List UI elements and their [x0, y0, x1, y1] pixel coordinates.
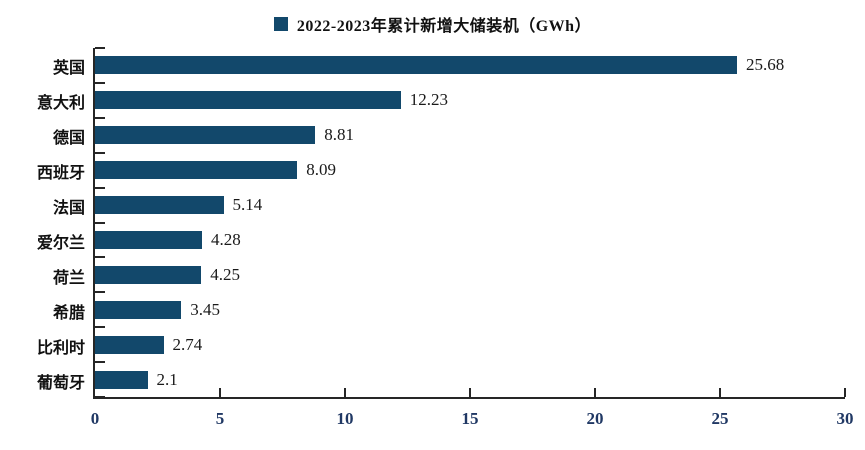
category-label: 比利时 — [36, 340, 85, 358]
bar-value-label: 8.81 — [324, 125, 354, 145]
bar — [95, 230, 202, 249]
x-axis-tick — [719, 388, 721, 397]
category-label: 德国 — [52, 129, 85, 147]
x-axis-label: 0 — [90, 409, 100, 428]
bar-row: 8.81 — [95, 118, 845, 153]
bar-row: 8.09 — [95, 153, 845, 188]
x-axis-tick — [593, 388, 596, 397]
bar — [95, 196, 224, 215]
y-axis-tick — [95, 221, 105, 224]
x-axis-tick — [218, 388, 221, 397]
bar-row: 25.68 — [95, 48, 845, 83]
y-axis-tick — [95, 291, 105, 294]
chart-legend: 2022-2023年累计新增大储装机（GWh） — [0, 0, 865, 38]
legend-label: 2022-2023年累计新增大储装机（GWh） — [296, 18, 592, 35]
bar — [95, 335, 164, 354]
legend-swatch-icon — [273, 17, 288, 31]
bar-rows: 25.68 12.23 8.81 8.09 5.14 4.28 4.25 3.45 2.74 2.… — [95, 48, 845, 397]
bar-value-label: 3.45 — [190, 299, 220, 319]
bar — [95, 370, 148, 389]
category-label: 法国 — [52, 199, 85, 217]
bar-value-label: 4.25 — [210, 264, 240, 284]
bar-value-label: 12.23 — [409, 90, 448, 110]
y-axis-tick — [95, 151, 105, 154]
bar-value-label: 4.28 — [211, 229, 241, 249]
category-label: 荷兰 — [52, 270, 85, 288]
category-label: 希腊 — [52, 305, 85, 323]
x-axis-label: 20 — [586, 409, 604, 428]
bar-value-label: 5.14 — [232, 195, 263, 215]
bar — [95, 126, 316, 145]
bar — [95, 91, 401, 110]
category-label: 英国 — [52, 59, 85, 77]
bar — [95, 161, 298, 180]
y-axis-tick — [95, 81, 105, 84]
category-label: 西班牙 — [36, 164, 85, 182]
bar-value-label: 2.74 — [172, 334, 203, 354]
x-axis-label: 5 — [215, 409, 225, 428]
bar-row: 4.28 — [95, 223, 845, 258]
bar-value-label: 2.1 — [156, 369, 178, 389]
category-label: 爱尔兰 — [36, 235, 85, 253]
x-axis-label: 25 — [711, 409, 729, 428]
bar-row: 4.25 — [95, 257, 845, 292]
y-axis-tick — [95, 47, 105, 49]
y-axis-tick — [95, 256, 105, 259]
x-axis-tick — [844, 388, 846, 397]
bar-row: 2.1 — [95, 362, 845, 397]
bar-row: 3.45 — [95, 292, 845, 327]
bar — [95, 265, 202, 284]
plot-area: 25.68 12.23 8.81 8.09 5.14 4.28 4.25 3.45 2.74 2.… — [91, 47, 854, 428]
y-axis-tick — [95, 326, 105, 329]
bar-row: 2.74 — [95, 327, 845, 362]
y-axis-tick — [95, 396, 105, 398]
chart-body: 英国意大利德国西班牙法国爱尔兰荷兰希腊比利时葡萄牙 25.68 12.23 8.81… — [0, 47, 865, 428]
x-axis-label: 30 — [836, 409, 854, 428]
bar-row: 12.23 — [95, 83, 845, 118]
bar-value-label: 25.68 — [746, 55, 785, 75]
x-axis-tick — [343, 388, 346, 397]
category-labels: 英国意大利德国西班牙法国爱尔兰荷兰希腊比利时葡萄牙 — [0, 48, 93, 399]
x-axis-label: 10 — [336, 409, 354, 428]
y-axis-tick — [95, 116, 105, 119]
bar-value-label: 8.09 — [306, 160, 336, 180]
x-axis-tick — [469, 388, 471, 397]
y-axis-tick — [95, 361, 105, 364]
bar-row: 5.14 — [95, 188, 845, 223]
y-axis-tick — [95, 186, 105, 189]
bar — [95, 300, 182, 319]
bar — [95, 56, 737, 75]
category-label: 意大利 — [36, 94, 85, 112]
category-label: 葡萄牙 — [36, 375, 85, 393]
x-axis-label: 15 — [461, 409, 479, 428]
